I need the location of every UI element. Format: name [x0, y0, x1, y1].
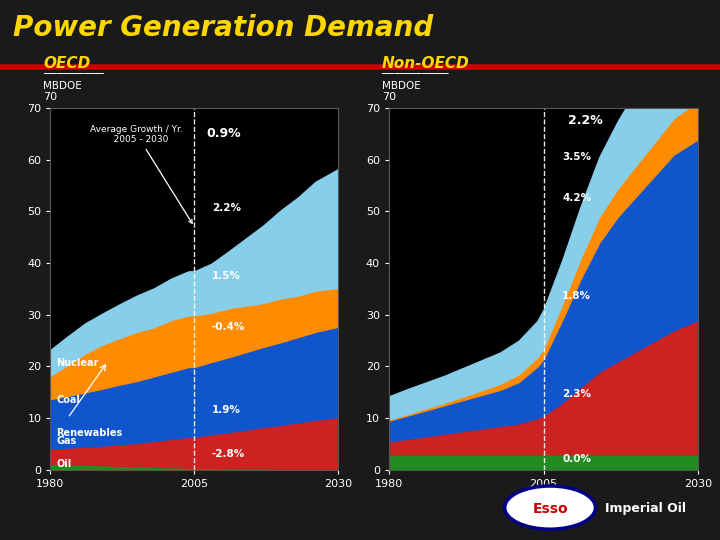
Text: Nuclear: Nuclear: [56, 359, 99, 368]
Ellipse shape: [505, 486, 595, 529]
Text: Gas: Gas: [56, 436, 76, 446]
Text: ─────────: ─────────: [43, 68, 104, 78]
Text: Oil: Oil: [56, 459, 71, 469]
Text: 70: 70: [382, 92, 396, 102]
Text: 0.0%: 0.0%: [562, 454, 591, 464]
Text: 3.5%: 3.5%: [562, 152, 591, 161]
Text: Average Growth / Yr.
   2005 - 2030: Average Growth / Yr. 2005 - 2030: [91, 125, 192, 224]
Text: MBDOE: MBDOE: [382, 80, 420, 91]
Text: Power Generation Demand: Power Generation Demand: [13, 14, 433, 42]
Text: Renewables: Renewables: [56, 428, 122, 438]
Text: 2.2%: 2.2%: [568, 113, 603, 126]
Text: MBDOE: MBDOE: [43, 80, 82, 91]
Text: OECD: OECD: [43, 56, 91, 71]
Text: ──────────: ──────────: [382, 68, 449, 78]
Text: -0.4%: -0.4%: [212, 322, 245, 332]
Text: 70: 70: [43, 92, 58, 102]
Text: 4.2%: 4.2%: [562, 193, 591, 203]
Text: Non-OECD: Non-OECD: [382, 56, 469, 71]
Text: 1.5%: 1.5%: [212, 271, 240, 281]
Text: 2.3%: 2.3%: [562, 389, 591, 400]
Text: 0.9%: 0.9%: [206, 127, 240, 140]
Text: 1.8%: 1.8%: [562, 291, 591, 301]
Text: Esso: Esso: [532, 502, 568, 516]
Text: 1.9%: 1.9%: [212, 405, 240, 415]
Text: -2.8%: -2.8%: [212, 449, 245, 459]
Text: Imperial Oil: Imperial Oil: [605, 502, 685, 515]
Text: Coal: Coal: [56, 395, 80, 404]
Text: 2.2%: 2.2%: [212, 204, 240, 213]
